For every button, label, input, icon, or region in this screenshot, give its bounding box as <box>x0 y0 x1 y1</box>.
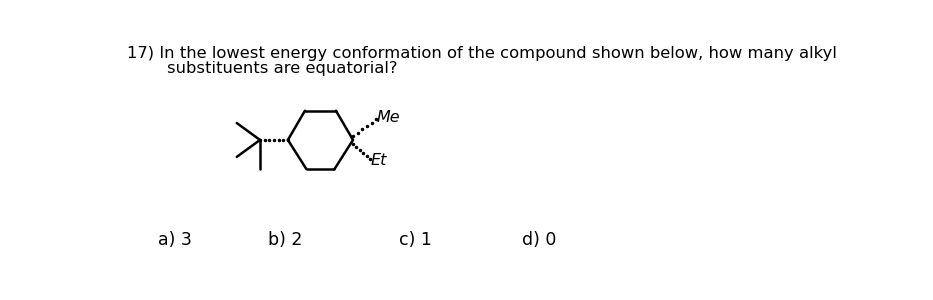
Text: Et: Et <box>370 153 387 168</box>
Text: c) 1: c) 1 <box>398 231 431 249</box>
Text: Me: Me <box>377 110 400 125</box>
Text: 17) In the lowest energy conformation of the compound shown below, how many alky: 17) In the lowest energy conformation of… <box>127 46 837 61</box>
Text: b) 2: b) 2 <box>269 231 303 249</box>
Text: substituents are equatorial?: substituents are equatorial? <box>167 61 397 76</box>
Text: d) 0: d) 0 <box>522 231 556 249</box>
Text: a) 3: a) 3 <box>158 231 191 249</box>
